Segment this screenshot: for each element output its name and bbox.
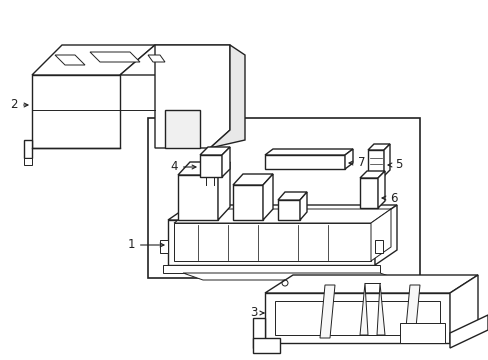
Polygon shape	[404, 285, 419, 338]
Polygon shape	[377, 171, 384, 208]
Polygon shape	[148, 55, 164, 62]
Polygon shape	[374, 205, 396, 265]
Polygon shape	[264, 155, 345, 169]
Polygon shape	[55, 55, 85, 65]
Polygon shape	[32, 75, 120, 148]
Polygon shape	[222, 147, 229, 177]
Polygon shape	[174, 209, 390, 223]
Polygon shape	[209, 45, 244, 148]
Polygon shape	[264, 149, 352, 155]
Polygon shape	[367, 144, 389, 150]
Polygon shape	[24, 158, 32, 165]
Polygon shape	[200, 147, 229, 155]
Polygon shape	[274, 301, 439, 335]
Polygon shape	[24, 140, 32, 158]
Polygon shape	[449, 315, 487, 348]
Polygon shape	[374, 240, 382, 253]
Polygon shape	[164, 110, 200, 148]
Bar	[148, 118, 419, 278]
Polygon shape	[370, 209, 390, 261]
Polygon shape	[252, 318, 264, 348]
Polygon shape	[278, 200, 299, 220]
Polygon shape	[155, 45, 229, 148]
Polygon shape	[376, 283, 384, 335]
Polygon shape	[168, 220, 374, 265]
Polygon shape	[383, 144, 389, 176]
Polygon shape	[367, 150, 383, 176]
Polygon shape	[232, 185, 263, 220]
Polygon shape	[218, 162, 229, 220]
Polygon shape	[32, 45, 155, 75]
Text: 5: 5	[387, 158, 402, 171]
Polygon shape	[178, 162, 229, 175]
Polygon shape	[359, 178, 377, 208]
Polygon shape	[359, 171, 384, 178]
Text: 1: 1	[127, 238, 163, 252]
Polygon shape	[299, 192, 306, 220]
Polygon shape	[200, 155, 222, 177]
Polygon shape	[168, 205, 396, 220]
Polygon shape	[232, 174, 272, 185]
Polygon shape	[160, 240, 168, 253]
Text: 6: 6	[381, 192, 397, 204]
Polygon shape	[178, 175, 218, 220]
Polygon shape	[399, 323, 444, 343]
Polygon shape	[319, 285, 334, 338]
Polygon shape	[345, 149, 352, 169]
Polygon shape	[449, 275, 477, 343]
Text: 4: 4	[170, 161, 196, 174]
Polygon shape	[278, 192, 306, 200]
Polygon shape	[359, 283, 367, 335]
Polygon shape	[174, 223, 370, 261]
Polygon shape	[163, 265, 379, 273]
Polygon shape	[263, 174, 272, 220]
Polygon shape	[183, 273, 399, 280]
Polygon shape	[90, 52, 140, 62]
Text: 2: 2	[10, 99, 28, 112]
Polygon shape	[120, 45, 229, 75]
Text: 3: 3	[250, 306, 264, 320]
Text: 7: 7	[348, 157, 365, 170]
Polygon shape	[264, 293, 449, 343]
Polygon shape	[252, 338, 280, 353]
Polygon shape	[264, 275, 477, 293]
